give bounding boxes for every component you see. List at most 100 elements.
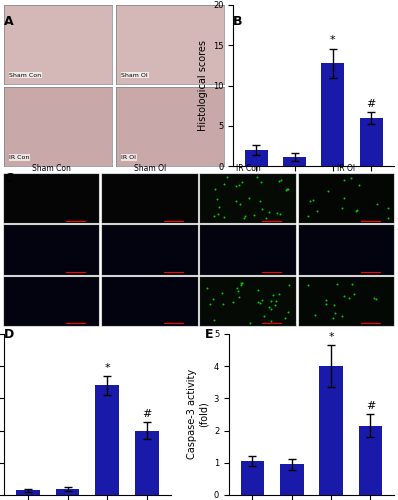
Point — [258, 296, 265, 304]
Point — [271, 300, 278, 308]
Point — [286, 281, 293, 289]
Point — [204, 284, 211, 292]
Bar — [319, 366, 343, 495]
Point — [281, 314, 288, 322]
Point — [351, 290, 357, 298]
Point — [278, 176, 284, 184]
Point — [385, 214, 392, 222]
Point — [210, 296, 217, 304]
Point — [207, 300, 213, 308]
Text: D: D — [4, 328, 14, 340]
Point — [219, 288, 226, 296]
Point — [241, 212, 248, 220]
Point — [277, 210, 283, 218]
Title: Sham OI: Sham OI — [134, 164, 166, 173]
Point — [267, 318, 274, 326]
Text: Sham OI: Sham OI — [121, 72, 148, 78]
Point — [255, 286, 261, 294]
Point — [266, 303, 272, 311]
Point — [273, 297, 279, 305]
Text: #: # — [367, 99, 376, 109]
Point — [235, 288, 241, 296]
Point — [323, 296, 329, 304]
Point — [254, 173, 261, 181]
Point — [274, 210, 280, 218]
Point — [310, 196, 316, 203]
Y-axis label: Histological scores: Histological scores — [198, 40, 208, 131]
Point — [346, 294, 353, 302]
Point — [230, 298, 236, 306]
Point — [283, 186, 289, 194]
Point — [373, 294, 379, 302]
Title: IR OI: IR OI — [337, 164, 355, 173]
Point — [237, 200, 244, 208]
Point — [220, 300, 226, 308]
Y-axis label: MERGE: MERGE — [0, 288, 1, 315]
Point — [338, 204, 345, 212]
Point — [216, 203, 222, 211]
Point — [330, 314, 336, 322]
Point — [354, 206, 361, 214]
Title: Sham Con: Sham Con — [32, 164, 71, 173]
Title: IR Con: IR Con — [236, 164, 260, 173]
Point — [284, 186, 291, 194]
Bar — [16, 490, 40, 495]
Point — [214, 195, 220, 203]
Text: E: E — [205, 328, 213, 340]
Text: A: A — [4, 15, 14, 28]
Point — [261, 312, 267, 320]
Text: *: * — [104, 364, 110, 374]
Point — [258, 178, 264, 186]
Y-axis label: Caspase-3 activity
(fold): Caspase-3 activity (fold) — [187, 370, 208, 460]
Point — [234, 284, 240, 292]
Text: #: # — [366, 401, 375, 411]
Bar — [241, 461, 264, 495]
Point — [324, 187, 331, 195]
Point — [285, 308, 291, 316]
Text: *: * — [330, 36, 336, 46]
Point — [269, 291, 276, 299]
Point — [304, 281, 311, 289]
Point — [314, 207, 321, 215]
Point — [221, 180, 227, 188]
Point — [241, 214, 248, 222]
Point — [304, 212, 311, 220]
Point — [341, 194, 347, 202]
Point — [385, 204, 392, 212]
Y-axis label: TUNEL: TUNEL — [0, 186, 1, 211]
Point — [215, 210, 221, 218]
Bar — [56, 490, 80, 495]
Bar — [283, 156, 306, 166]
Point — [268, 298, 274, 306]
Point — [339, 312, 345, 320]
Point — [266, 208, 272, 216]
Point — [239, 178, 245, 186]
Point — [224, 174, 230, 182]
Text: IR Con: IR Con — [10, 155, 30, 160]
Point — [353, 207, 360, 215]
Point — [211, 316, 217, 324]
Point — [211, 212, 217, 220]
Point — [322, 300, 329, 308]
Point — [259, 205, 265, 213]
Text: C: C — [4, 172, 13, 186]
Text: #: # — [142, 409, 152, 419]
Text: B: B — [233, 15, 242, 28]
Point — [257, 300, 263, 308]
Point — [255, 298, 261, 306]
Text: IR OI: IR OI — [121, 155, 137, 160]
Point — [238, 280, 244, 287]
Bar — [360, 118, 382, 166]
Point — [341, 176, 347, 184]
Point — [233, 196, 239, 204]
Point — [246, 194, 252, 202]
Point — [276, 290, 282, 298]
Point — [307, 198, 313, 205]
Point — [330, 302, 337, 310]
Point — [276, 177, 283, 185]
Point — [347, 174, 354, 182]
Point — [236, 181, 242, 189]
Bar — [280, 464, 304, 495]
Point — [238, 282, 244, 290]
Point — [285, 186, 291, 194]
